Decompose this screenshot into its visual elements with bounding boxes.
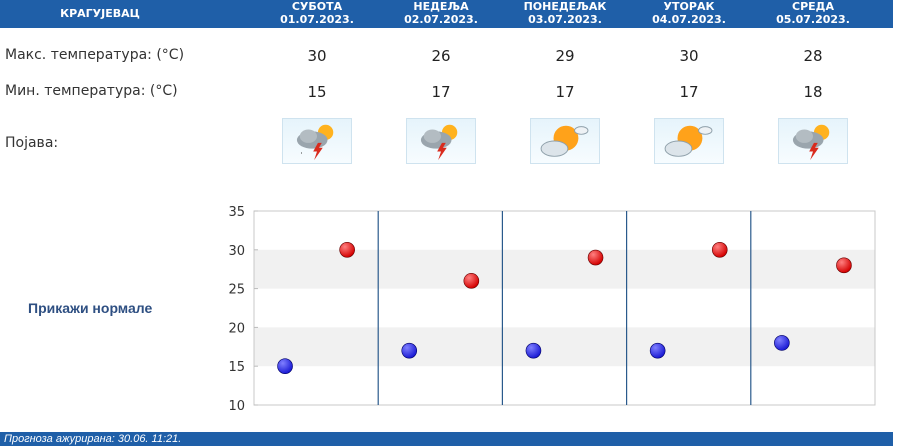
max-temp-value: 26 [431,47,451,65]
day-name: СУБОТА [291,0,343,13]
day-header-5: СРЕДА 05.07.2023. [753,0,873,28]
storm-cloud-sun-icon [778,118,848,164]
max-temp-point [587,249,604,266]
y-tick-label: 20 [228,321,245,336]
day-header-4: УТОРАК 04.07.2023. [629,0,749,28]
max-temp-label: Макс. температура: (°C) [5,47,185,63]
max-temp-value: 30 [679,47,699,65]
y-tick-label: 35 [228,205,245,220]
day-date: 03.07.2023. [528,13,602,26]
svg-text:': ' [301,151,303,159]
max-temp-point [711,241,728,258]
show-normals-link[interactable]: Прикажи нормале [28,300,153,316]
right-edge [893,0,900,446]
y-tick-label: 25 [228,283,245,298]
max-temp-point [836,257,852,274]
grid-band [254,249,875,289]
y-tick-label: 15 [228,360,245,375]
day-date: 04.07.2023. [652,13,726,26]
day-name: УТОРАК [663,0,715,13]
day-name: ПОНЕДЕЉАК [523,0,607,13]
min-temp-value: 17 [555,83,575,101]
min-temp-label: Мин. температура: (°C) [5,83,178,99]
partly-cloudy-sun-icon [654,118,724,164]
storm-cloud-sun-icon [406,118,476,164]
plot-frame [253,210,876,406]
min-temp-point [649,342,666,359]
max-temp-value: 28 [803,47,823,65]
y-tick-label: 30 [228,244,245,259]
min-temp-point [525,342,542,359]
day-date: 05.07.2023. [776,13,850,26]
max-temp-value: 29 [555,47,575,65]
max-temp-point [463,273,480,289]
y-tick-label: 10 [228,399,245,414]
min-temp-value: 18 [803,83,823,101]
city-name: КРАГУЈЕВАЦ [60,7,140,20]
min-temp-value: 15 [307,83,327,101]
min-temp-point [277,358,293,374]
day-date: 01.07.2023. [280,13,354,26]
day-header-1: СУБОТА 01.07.2023. [257,0,377,28]
storm-cloud-sun-icon: ' [282,118,352,164]
header-bar [0,0,893,28]
day-date: 02.07.2023. [404,13,478,26]
day-header-2: НЕДЕЉА 02.07.2023. [381,0,501,28]
footer-bar: Прогноза ажурирана: 30.06. 11:21. [0,432,893,446]
day-name: НЕДЕЉА [413,0,469,13]
day-name: СРЕДА [792,0,834,13]
phenomenon-label: Појава: [5,135,59,151]
min-temp-value: 17 [431,83,451,101]
min-temp-point [774,335,790,351]
grid-band [254,327,875,367]
min-temp-value: 17 [679,83,699,101]
day-header-3: ПОНЕДЕЉАК 03.07.2023. [505,0,625,28]
updated-text: Прогноза ажурирана: 30.06. 11:21. [4,433,182,445]
max-temp-point [339,241,355,258]
temperature-chart: 10 15 20 25 30 35 [228,205,876,414]
max-temp-value: 30 [307,47,327,65]
partly-cloudy-sun-icon [530,118,600,164]
min-temp-point [401,342,418,359]
